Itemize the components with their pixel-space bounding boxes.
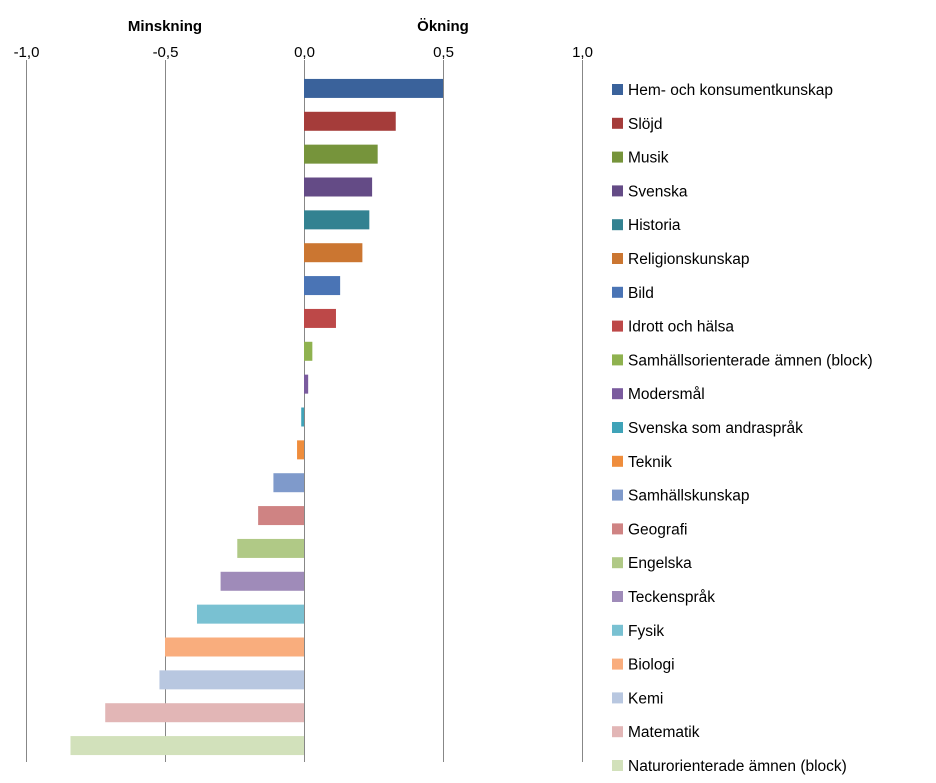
legend-swatch: [612, 388, 623, 400]
bar: [237, 538, 304, 558]
legend-swatch: [612, 557, 623, 569]
legend-swatch: [612, 658, 623, 670]
legend-swatch: [612, 286, 623, 298]
bar: [258, 506, 304, 526]
bar: [304, 210, 370, 230]
legend-label: Modersmål: [628, 386, 705, 403]
bar: [304, 243, 363, 263]
x-tick-label: -0,5: [153, 44, 179, 61]
legend-swatch: [612, 692, 623, 704]
bar: [304, 177, 373, 197]
legend-swatch: [612, 455, 623, 467]
legend-label: Svenska som andraspråk: [628, 420, 803, 437]
increase-label: Ökning: [417, 18, 469, 35]
legend-label: Samhällskunskap: [628, 488, 749, 505]
legend-label: Hem- och konsumentkunskap: [628, 82, 833, 99]
bar: [220, 571, 304, 591]
legend-swatch: [612, 320, 623, 332]
legend-label: Samhällsorienterade ämnen (block): [628, 352, 873, 369]
legend-swatch: [612, 591, 623, 602]
x-axis: -1,0 -0,5 0,0 0,5 1,0 Minskning Ökning: [14, 18, 593, 61]
bar: [304, 78, 443, 98]
legend-label: Historia: [628, 217, 681, 234]
legend-swatch: [612, 151, 623, 163]
bar: [196, 604, 304, 624]
legend-swatch: [612, 523, 623, 535]
legend-swatch: [612, 219, 623, 231]
legend-label: Teknik: [628, 454, 672, 471]
bar: [297, 440, 304, 460]
legend-swatch: [612, 354, 623, 366]
legend-label: Religionskunskap: [628, 251, 750, 268]
legend-swatch: [612, 253, 623, 264]
bar: [273, 473, 304, 493]
bar: [304, 276, 341, 296]
legend-label: Biologi: [628, 657, 675, 674]
x-tick-label: -1,0: [14, 44, 40, 61]
bar: [301, 407, 304, 427]
bar: [304, 341, 313, 361]
x-tick-label: 0,5: [433, 44, 454, 61]
legend-label: Slöjd: [628, 116, 662, 133]
bar: [304, 308, 336, 328]
legend-label: Geografi: [628, 521, 687, 538]
legend-label: Svenska: [628, 183, 688, 200]
bar: [304, 111, 396, 131]
bar: [159, 670, 304, 690]
legend-swatch: [612, 760, 623, 771]
bar: [304, 374, 309, 394]
legend-swatch: [612, 84, 623, 95]
legend-label: Engelska: [628, 555, 692, 572]
legend-swatch: [612, 726, 623, 738]
bar: [304, 144, 378, 164]
legend-label: Fysik: [628, 623, 664, 640]
bar: [70, 736, 304, 756]
legend-swatch: [612, 489, 623, 501]
legend-swatch: [612, 185, 623, 197]
x-tick-label: 1,0: [572, 44, 593, 61]
bars: [70, 78, 443, 756]
legend-label: Bild: [628, 285, 654, 302]
legend: Hem- och konsumentkunskap Slöjd Musik Svens…: [612, 82, 873, 775]
grid: [26, 60, 583, 762]
legend-label: Idrott och hälsa: [628, 319, 734, 336]
legend-swatch: [612, 624, 623, 636]
legend-label: Matematik: [628, 724, 700, 741]
bar: [165, 637, 304, 657]
legend-swatch: [612, 117, 623, 129]
legend-label: Musik: [628, 150, 669, 167]
legend-label: Naturorienterade ämnen (block): [628, 758, 847, 775]
legend-label: Teckenspråk: [628, 589, 715, 606]
x-tick-label: 0,0: [294, 44, 315, 61]
legend-swatch: [612, 422, 623, 433]
decrease-label: Minskning: [128, 18, 202, 35]
legend-label: Kemi: [628, 690, 663, 707]
bar: [105, 703, 304, 723]
